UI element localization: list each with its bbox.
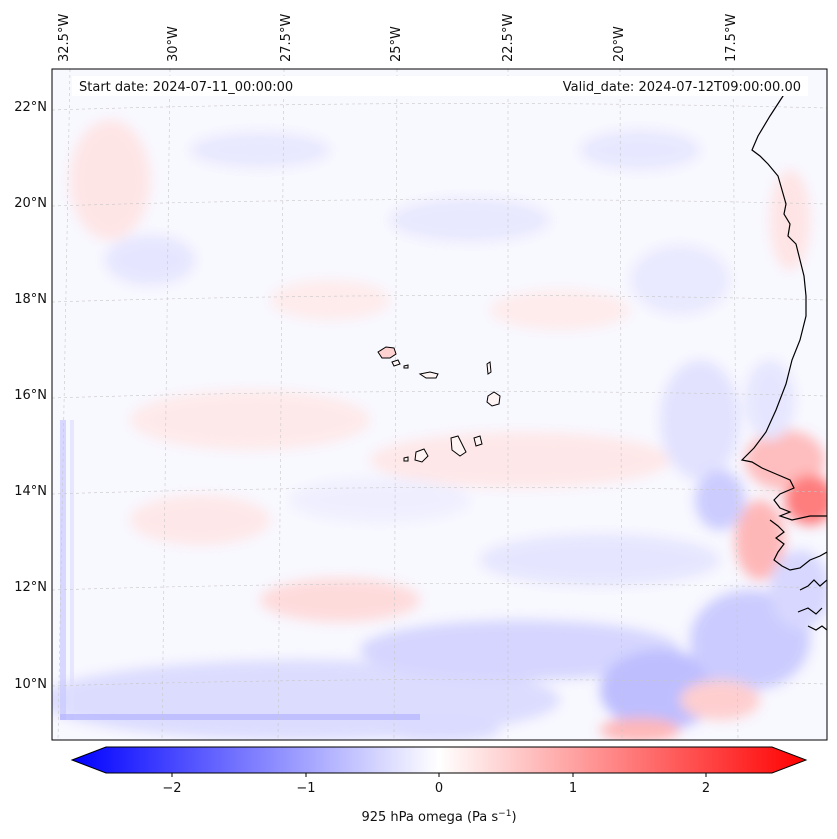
lat-label: 22°N [14, 100, 47, 115]
colorbar-label: 925 hPa omega (Pa s−1) [361, 809, 516, 825]
lon-label: 25°W [389, 26, 404, 62]
colorbar-tick-label: −2 [162, 781, 181, 796]
date-header: Start date: 2024-07-11_00:00:00 Valid_da… [72, 76, 808, 96]
lon-label: 30°W [166, 26, 181, 62]
lon-label: 17.5°W [724, 14, 739, 62]
longitude-labels: 32.5°W 30°W 27.5°W 25°W 22.5°W 20°W 17.5… [57, 14, 739, 62]
lat-label: 10°N [14, 677, 47, 692]
map-frame [51, 68, 828, 741]
colorbar-fill [72, 747, 806, 773]
lon-label: 32.5°W [57, 14, 72, 62]
lon-label: 20°W [612, 26, 627, 62]
colorbar-outline [70, 746, 808, 774]
lon-label: 22.5°W [501, 14, 516, 62]
cabo-verde-islands [377, 346, 501, 463]
lat-label: 16°N [14, 388, 47, 403]
latitude-labels: 22°N 20°N 18°N 16°N 14°N 12°N 10°N [14, 100, 47, 692]
omega-field [52, 120, 827, 740]
colorbar-label-text: 925 hPa omega (Pa s [361, 810, 498, 825]
colorbar-label-close: ) [511, 810, 516, 825]
colorbar-tick-labels: −2 −1 0 1 2 [162, 781, 710, 796]
lat-label: 18°N [14, 292, 47, 307]
valid-date-label: Valid_date: 2024-07-12T09:00:00.00 [563, 80, 801, 95]
colorbar: −2 −1 0 1 2 925 hPa omega (Pa s−1) [70, 746, 808, 825]
colorbar-label-exponent: −1 [498, 809, 511, 819]
graticule [52, 69, 827, 740]
lat-label: 12°N [14, 580, 47, 595]
coastline [740, 81, 827, 631]
lon-label: 27.5°W [279, 14, 294, 62]
colorbar-ticks [171, 773, 707, 777]
colorbar-tick-label: 0 [435, 781, 443, 796]
lat-label: 14°N [14, 484, 47, 499]
colorbar-tick-label: 1 [569, 781, 577, 796]
lat-label: 20°N [14, 196, 47, 211]
colorbar-tick-label: 2 [702, 781, 710, 796]
header-box [72, 76, 808, 96]
colorbar-tick-label: −1 [296, 781, 315, 796]
map-panel [51, 68, 828, 741]
start-date-label: Start date: 2024-07-11_00:00:00 [79, 80, 293, 95]
